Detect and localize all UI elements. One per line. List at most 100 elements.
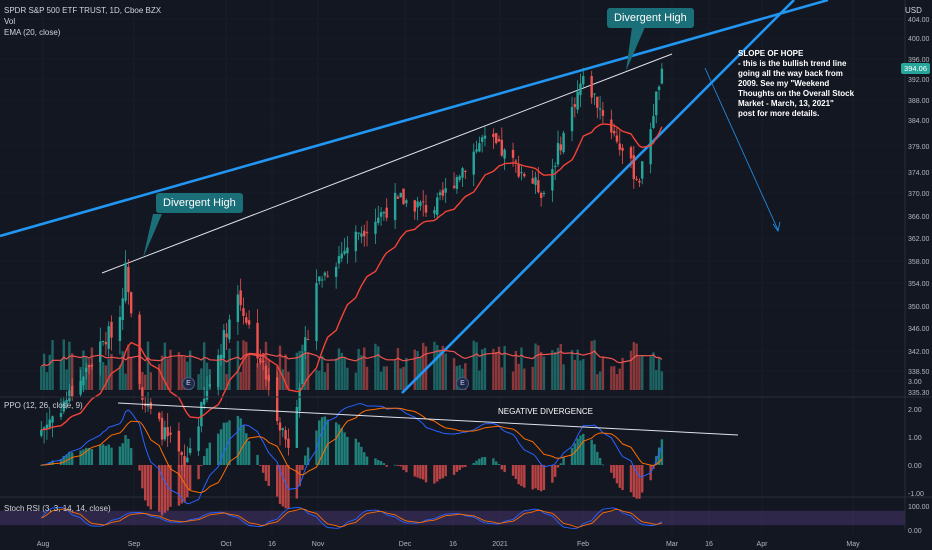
volume-bar <box>641 355 644 390</box>
ppo-histogram-bar <box>579 435 582 465</box>
ppo-histogram-bar <box>301 465 304 470</box>
candle-body <box>278 422 282 431</box>
ppo-histogram-bar <box>65 454 68 465</box>
ppo-histogram-bar <box>399 465 402 467</box>
candle-body <box>475 149 478 152</box>
candle-body <box>158 412 161 419</box>
ppo-histogram-bar <box>570 447 574 465</box>
earnings-marker[interactable]: E <box>182 377 195 390</box>
ppo-histogram-bar <box>475 460 478 465</box>
ppo-histogram-bar <box>365 456 369 465</box>
last-price-tag: 394.06 <box>901 63 930 74</box>
volume-bar <box>129 357 133 390</box>
ppo-histogram-bar <box>239 418 242 465</box>
slope-note-line: Market - March, 13, 2021" <box>738 99 834 108</box>
ppo-pane: 3.00 2.00 1.00 0.00 -1.00 <box>40 379 924 516</box>
volume-bar <box>59 359 63 390</box>
candle-body <box>458 176 461 180</box>
candle-body <box>346 247 349 254</box>
candle-body <box>186 457 189 463</box>
ppo-histogram-bar <box>163 465 167 513</box>
candle-body <box>472 151 475 175</box>
volume-bar <box>655 370 658 390</box>
candle-body <box>42 427 46 430</box>
volume-bar <box>562 364 565 390</box>
candle-body <box>402 188 405 205</box>
candle-body <box>247 320 251 325</box>
volume-bar <box>615 374 619 390</box>
ppo-label: PPO (12, 26, close, 9) <box>4 401 83 410</box>
candle-body <box>200 402 203 427</box>
candle-body <box>553 165 557 168</box>
stoch-band <box>0 510 905 526</box>
ppo-histogram-bar <box>222 422 226 465</box>
volume-bar <box>202 342 206 390</box>
ppo-histogram-bar <box>110 447 113 465</box>
price-axis: 404.00 400.00 396.00 392.00 388.00 384.00 379.… <box>904 0 930 530</box>
ppo-histogram-bar <box>635 465 638 499</box>
volume-bar <box>166 358 169 390</box>
volume-bar <box>222 360 226 390</box>
candle-body <box>124 262 127 301</box>
time-tick-label: May <box>846 541 860 548</box>
earnings-marker[interactable]: E <box>456 377 469 390</box>
slope-note-line: SLOPE OF HOPE <box>738 49 804 58</box>
ppo-histogram-bar <box>51 460 54 465</box>
candle-body <box>320 279 324 281</box>
candle-body <box>85 367 88 372</box>
volume-bar <box>416 351 419 390</box>
price-tick-label: 342.00 <box>908 349 930 356</box>
candle-body <box>523 173 526 177</box>
ppo-tick-label: -1.00 <box>908 491 924 498</box>
ppo-histogram-bar <box>377 459 380 465</box>
candle-body <box>228 319 231 340</box>
ppo-histogram-bar <box>444 465 447 477</box>
ppo-histogram-bar <box>360 446 363 465</box>
ppo-histogram-bar <box>438 465 442 480</box>
ppo-histogram-bar <box>539 465 543 492</box>
ppo-histogram-bar <box>641 465 644 493</box>
candle-body <box>99 341 102 363</box>
candle-body <box>365 232 369 234</box>
volume-bar <box>205 362 209 390</box>
ppo-histogram-bar <box>256 454 259 465</box>
volume-label: Vol <box>4 17 16 26</box>
projection-arrow-head <box>772 221 781 232</box>
candle-body <box>169 432 172 435</box>
ppo-histogram-bar <box>138 465 141 471</box>
ppo-histogram-bar <box>284 465 287 509</box>
candle-body <box>382 212 386 214</box>
volume-bar <box>158 364 161 390</box>
volume-bar <box>245 341 248 390</box>
candle-body <box>377 217 380 223</box>
volume-bar <box>183 356 186 390</box>
ppo-histogram-bar <box>219 429 223 465</box>
volume-bar <box>354 372 358 390</box>
candle-body <box>478 143 481 152</box>
candle-body <box>393 192 397 220</box>
volume-bar <box>396 348 400 390</box>
candle-body <box>517 164 520 177</box>
candle-body <box>306 339 310 341</box>
volume-bar <box>259 360 262 390</box>
candle-body <box>138 314 141 384</box>
price-tick-label: 335.30 <box>908 390 930 397</box>
ppo-histogram-bar <box>129 448 133 465</box>
ppo-histogram-bar <box>68 451 71 465</box>
volume-bar <box>239 371 242 390</box>
volume-bar <box>124 373 127 390</box>
volume-bar <box>242 340 245 390</box>
price-tick-label: 392.00 <box>908 77 930 84</box>
ppo-histogram-bar <box>379 461 383 465</box>
volume-bar <box>478 370 481 390</box>
volume-bar <box>365 366 369 390</box>
volume-bar <box>334 358 338 390</box>
ppo-histogram-bar <box>197 465 200 480</box>
candle-body <box>197 426 200 451</box>
slope-note-line: Thoughts on the Overall Stock <box>738 89 855 98</box>
projection-arrow-line <box>704 67 779 231</box>
price-tick-label: 358.00 <box>908 259 930 266</box>
volume-bar <box>340 352 343 390</box>
price-candles <box>40 63 664 479</box>
volume-bar <box>225 373 228 390</box>
